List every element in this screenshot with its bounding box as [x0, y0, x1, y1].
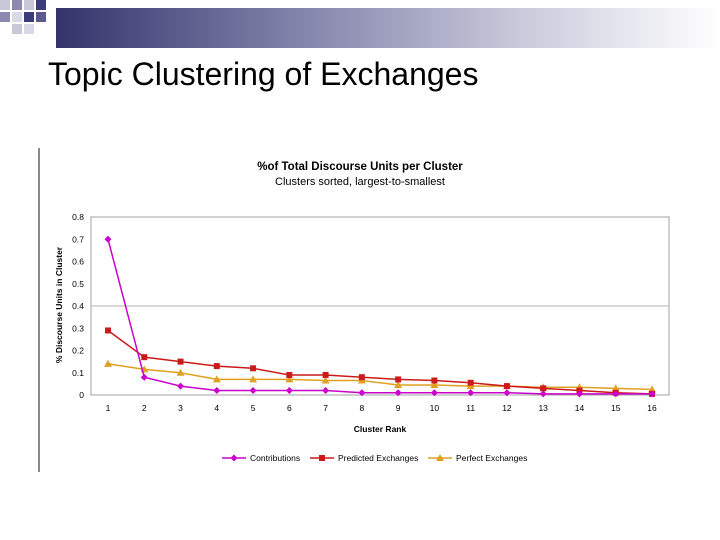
y-tick-label: 0.5 — [72, 279, 84, 289]
data-point-perfect-exchanges — [249, 375, 258, 383]
data-point-perfect-exchanges — [176, 368, 185, 376]
series-line-predicted-exchanges — [107, 329, 653, 395]
data-point-predicted-exchanges — [431, 377, 438, 384]
x-tick-label: 15 — [611, 403, 621, 413]
data-point-contributions — [503, 389, 511, 397]
y-axis-label: % Discourse Units in Cluster — [54, 246, 64, 363]
data-point-perfect-exchanges — [321, 376, 330, 384]
x-tick-label: 8 — [359, 403, 364, 413]
data-point-predicted-exchanges — [213, 363, 220, 370]
data-point-contributions — [213, 387, 221, 395]
y-tick-label: 0.3 — [72, 323, 84, 333]
legend-swatch-marker — [230, 454, 238, 462]
data-point-contributions — [358, 389, 366, 397]
data-point-perfect-exchanges — [212, 375, 221, 383]
data-point-contributions — [394, 389, 402, 397]
x-tick-label: 2 — [142, 403, 147, 413]
legend: Contributions Predicted Exchanges Perfect … — [222, 453, 527, 463]
y-tick-label: 0.8 — [72, 212, 84, 222]
slide-title: Topic Clustering of Exchanges — [48, 56, 479, 92]
header-gradient-bar — [56, 8, 720, 48]
data-point-predicted-exchanges — [358, 374, 365, 381]
y-tick-label: 0.1 — [72, 368, 84, 378]
data-point-perfect-exchanges — [104, 359, 112, 367]
data-point-contributions — [249, 387, 257, 395]
decorative-squares — [0, 0, 46, 34]
data-point-predicted-exchanges — [250, 365, 257, 372]
series-line-contributions — [107, 239, 652, 395]
series-group — [104, 235, 656, 398]
x-tick-label: 10 — [430, 403, 440, 413]
data-point-contributions — [612, 390, 620, 398]
x-tick-label: 9 — [396, 403, 401, 413]
legend-item-perfect-exchanges: Perfect Exchanges — [428, 453, 527, 463]
legend-item-predicted-exchanges: Predicted Exchanges — [310, 453, 418, 463]
x-tick-label: 16 — [647, 403, 657, 413]
legend-label: Perfect Exchanges — [456, 453, 527, 463]
data-point-perfect-exchanges — [394, 380, 403, 388]
series-predicted-exchanges — [105, 327, 655, 397]
x-tick-label: 14 — [575, 403, 585, 413]
x-tick-label: 12 — [502, 403, 512, 413]
data-point-contributions — [430, 389, 438, 397]
chart-left-border — [38, 148, 40, 472]
y-tick-label: 0.6 — [72, 257, 84, 267]
axes: 00.10.20.30.40.50.60.70.81 2 3 4 5 6 7 8 9 10 11 12… — [72, 212, 657, 413]
data-point-predicted-exchanges — [322, 371, 329, 378]
chart-title: %of Total Discourse Units per Cluster — [257, 161, 463, 173]
data-point-contributions — [177, 382, 185, 390]
chart-subtitle: Clusters sorted, largest-to-smallest — [275, 176, 445, 188]
legend-item-contributions: Contributions — [222, 453, 300, 463]
data-point-contributions — [140, 373, 148, 381]
x-tick-label: 5 — [251, 403, 256, 413]
data-point-perfect-exchanges — [648, 385, 656, 393]
y-tick-label: 0.7 — [72, 234, 84, 244]
data-point-predicted-exchanges — [540, 385, 547, 392]
data-point-perfect-exchanges — [430, 380, 439, 388]
x-tick-label: 7 — [323, 403, 328, 413]
y-tick-label: 0.2 — [72, 346, 84, 356]
x-tick-label: 3 — [178, 403, 183, 413]
data-point-predicted-exchanges — [105, 327, 111, 334]
data-point-contributions — [539, 390, 547, 398]
legend-swatch-marker — [436, 454, 444, 461]
legend-swatch-marker — [319, 455, 325, 461]
data-point-predicted-exchanges — [286, 371, 293, 378]
data-point-contributions — [104, 235, 112, 243]
y-tick-label: 0 — [79, 390, 84, 400]
data-point-predicted-exchanges — [141, 354, 148, 361]
x-axis-label: Cluster Rank — [354, 424, 407, 434]
x-tick-label: 1 — [106, 403, 111, 413]
data-point-perfect-exchanges — [285, 375, 294, 383]
x-tick-label: 4 — [214, 403, 219, 413]
x-tick-label: 13 — [538, 403, 548, 413]
data-point-predicted-exchanges — [177, 358, 184, 365]
data-point-predicted-exchanges — [503, 383, 510, 390]
legend-label: Predicted Exchanges — [338, 453, 418, 463]
data-point-contributions — [322, 387, 330, 395]
x-tick-label: 6 — [287, 403, 292, 413]
data-point-predicted-exchanges — [467, 379, 474, 386]
data-point-predicted-exchanges — [395, 376, 402, 383]
data-point-contributions — [648, 390, 656, 398]
x-tick-label: 11 — [466, 403, 475, 413]
series-line-perfect-exchanges — [107, 363, 653, 391]
data-point-contributions — [575, 390, 583, 398]
data-point-perfect-exchanges — [611, 384, 620, 392]
y-tick-label: 0.4 — [72, 301, 84, 311]
data-point-contributions — [285, 387, 293, 395]
data-point-contributions — [467, 389, 475, 397]
legend-label: Contributions — [250, 453, 300, 463]
series-contributions — [104, 235, 656, 398]
